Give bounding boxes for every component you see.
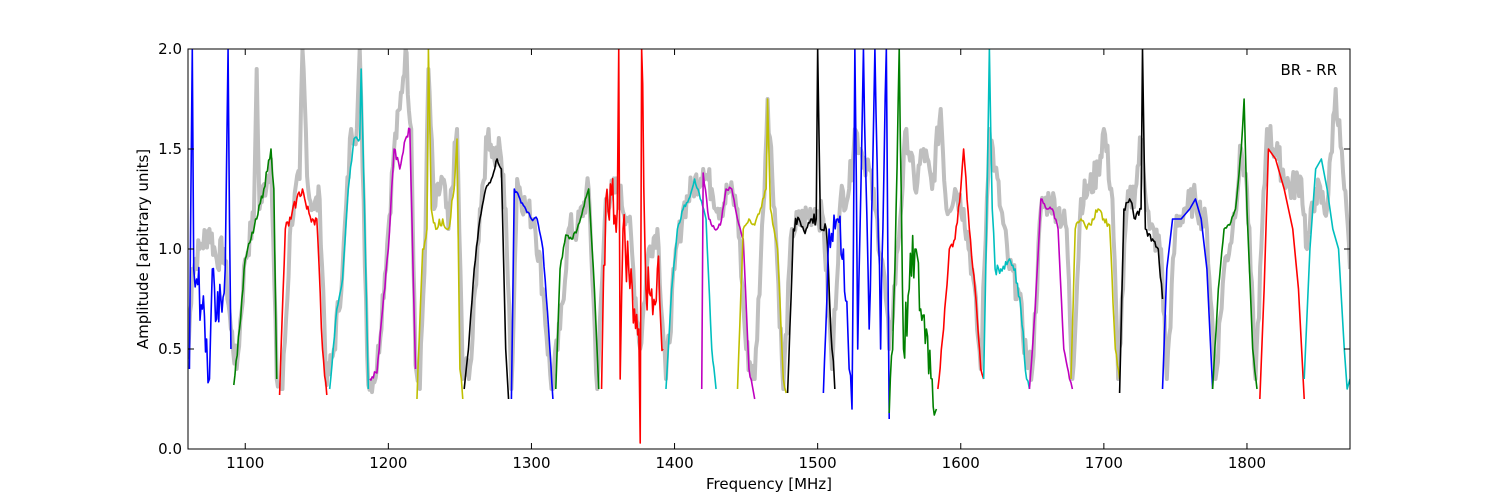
series-line-12	[700, 172, 756, 400]
y-tick-label: 0.5	[158, 340, 182, 358]
series-line-22	[1161, 198, 1214, 390]
series-line-2	[232, 148, 278, 386]
y-tick-label: 1.0	[158, 240, 182, 258]
x-tick-label: 1400	[655, 454, 693, 472]
series-line-4	[328, 68, 370, 390]
series-line-17	[937, 148, 985, 390]
series-line-25	[1303, 158, 1350, 390]
series-line-20	[1070, 208, 1121, 380]
x-tick-label: 1600	[942, 454, 980, 472]
series-line-1	[188, 49, 232, 384]
series-line-3	[278, 188, 328, 396]
series-line-24	[1259, 148, 1306, 400]
series-line-10	[600, 49, 664, 444]
y-tick-label: 1.5	[158, 140, 182, 158]
series-line-13	[736, 98, 787, 394]
series-line-9	[554, 188, 600, 390]
y-axis-title: Amplitude [arbitrary units]	[134, 149, 152, 349]
series-line-6	[416, 49, 464, 400]
series-line-8	[510, 188, 554, 400]
series-line-5	[369, 127, 417, 381]
chart-annotation: BR - RR	[1280, 61, 1337, 79]
series-line-15	[822, 49, 891, 420]
series-line-19	[1028, 198, 1074, 390]
series-layer	[188, 49, 1350, 444]
series-line-14	[786, 49, 836, 394]
x-axis-title: Frequency [MHz]	[706, 475, 832, 493]
series-line-16	[888, 49, 938, 416]
y-axis-ticks: 0.0 0.5 1.0 1.5 2.0	[158, 40, 1350, 458]
x-tick-label: 1100	[226, 454, 264, 472]
x-axis-ticks: 1100 1200 1300 1400 1500 1600 1700 1800	[226, 49, 1266, 472]
series-line-18	[982, 49, 1031, 390]
x-tick-label: 1500	[799, 454, 837, 472]
series-line-23	[1211, 98, 1258, 390]
x-tick-label: 1700	[1085, 454, 1123, 472]
y-tick-label: 2.0	[158, 40, 182, 58]
plot-area	[188, 49, 1350, 444]
series-line-11	[665, 178, 717, 390]
x-tick-label: 1200	[369, 454, 407, 472]
series-line-21	[1118, 49, 1164, 394]
x-tick-label: 1300	[512, 454, 550, 472]
y-tick-label: 0.0	[158, 440, 182, 458]
series-line-7	[463, 158, 510, 400]
x-tick-label: 1800	[1228, 454, 1266, 472]
